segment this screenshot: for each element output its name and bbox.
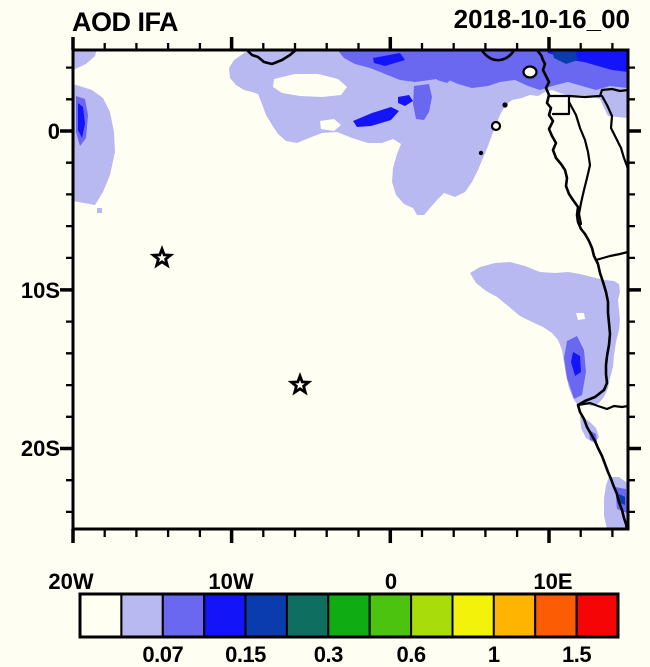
colorbar-cell (203, 593, 247, 638)
colorbar-cell (327, 593, 371, 638)
colorbar-cell (575, 593, 619, 638)
major-ticks-left (60, 129, 73, 451)
colorbar-tick-label: 0.3 (314, 642, 343, 667)
colorbar-cell (534, 593, 578, 638)
colorbar-tick-label: 0.15 (225, 642, 266, 667)
colorbar: 0.07 0.15 0.3 0.6 1 1.5 (78, 592, 620, 667)
major-ticks-bottom (71, 529, 551, 543)
x-tick-label: 0 (385, 569, 397, 594)
colorbar-cell (492, 593, 537, 638)
axis-ticks (60, 37, 641, 543)
colorbar-cell (285, 593, 330, 638)
island-annobon (478, 150, 484, 156)
colorbar-tick-label: 1.5 (562, 642, 591, 667)
colorbar-tick-label: 0.6 (397, 642, 426, 667)
aod-region (436, 70, 454, 83)
colorbar-cell (79, 593, 123, 638)
y-tick-label: 10S (21, 278, 60, 303)
aod-region (571, 352, 581, 376)
aod-region (353, 107, 399, 127)
border-cameroon-north (547, 87, 628, 99)
colorbar-outline (78, 592, 620, 639)
aod-region (398, 95, 413, 106)
border-angola-drc (594, 250, 628, 262)
border-gabon-congo (567, 100, 592, 226)
colorbar-cells (79, 593, 619, 638)
aod-region (97, 208, 102, 213)
coastline (245, 50, 628, 529)
y-tick-label: 0 (48, 119, 60, 144)
minor-ticks-top (103, 43, 614, 50)
aod-region (619, 494, 625, 505)
colorbar-cell (244, 593, 288, 638)
colorbar-cell (451, 593, 495, 638)
aod-region (78, 103, 85, 138)
island-principe (502, 102, 508, 108)
minor-ticks-left (66, 66, 73, 514)
border-gabon-congo-east (600, 94, 628, 172)
colorbar-tick-label: 1 (488, 642, 500, 667)
aod-region (337, 50, 628, 90)
colorbar-cell (120, 593, 164, 638)
coastline-liberia (245, 50, 298, 66)
aod-region (73, 50, 97, 70)
minor-ticks-bottom (103, 529, 614, 537)
aod-region (229, 50, 628, 215)
colorbar-tick-label: 0.07 (142, 642, 183, 667)
islands (478, 65, 538, 156)
coastline-west-africa (535, 50, 628, 529)
colorbar-labels: 0.07 0.15 0.3 0.6 1 1.5 (142, 642, 592, 667)
coastline-niger-delta (480, 50, 516, 62)
plot-datetime: 2018-10-16_00 (454, 4, 630, 34)
major-ticks-top (71, 37, 551, 50)
map-plot-area (73, 50, 628, 529)
country-borders (547, 87, 628, 411)
aod-region (373, 53, 405, 66)
x-axis-labels: 20W 10W 0 10E (48, 569, 572, 594)
aod-shading-level3 (78, 50, 628, 376)
colorbar-cell (410, 593, 454, 638)
colorbar-cell (161, 593, 206, 638)
x-tick-label: 20W (48, 569, 93, 594)
island-bioko (522, 65, 538, 79)
x-tick-label: 10E (533, 569, 572, 594)
border-angola-namibia (576, 401, 628, 411)
x-tick-label: 10W (208, 569, 253, 594)
y-tick-label: 20S (21, 436, 60, 461)
aod-shading-level4 (552, 51, 625, 505)
aod-region (413, 84, 432, 120)
plot-title: AOD IFA (72, 7, 178, 37)
aod-region (552, 51, 578, 64)
major-ticks-right (628, 129, 641, 451)
colorbar-cell (368, 593, 413, 638)
y-axis-labels: 0 10S 20S (21, 119, 60, 461)
island-sao-tome (490, 120, 502, 132)
minor-ticks-right (628, 66, 635, 514)
